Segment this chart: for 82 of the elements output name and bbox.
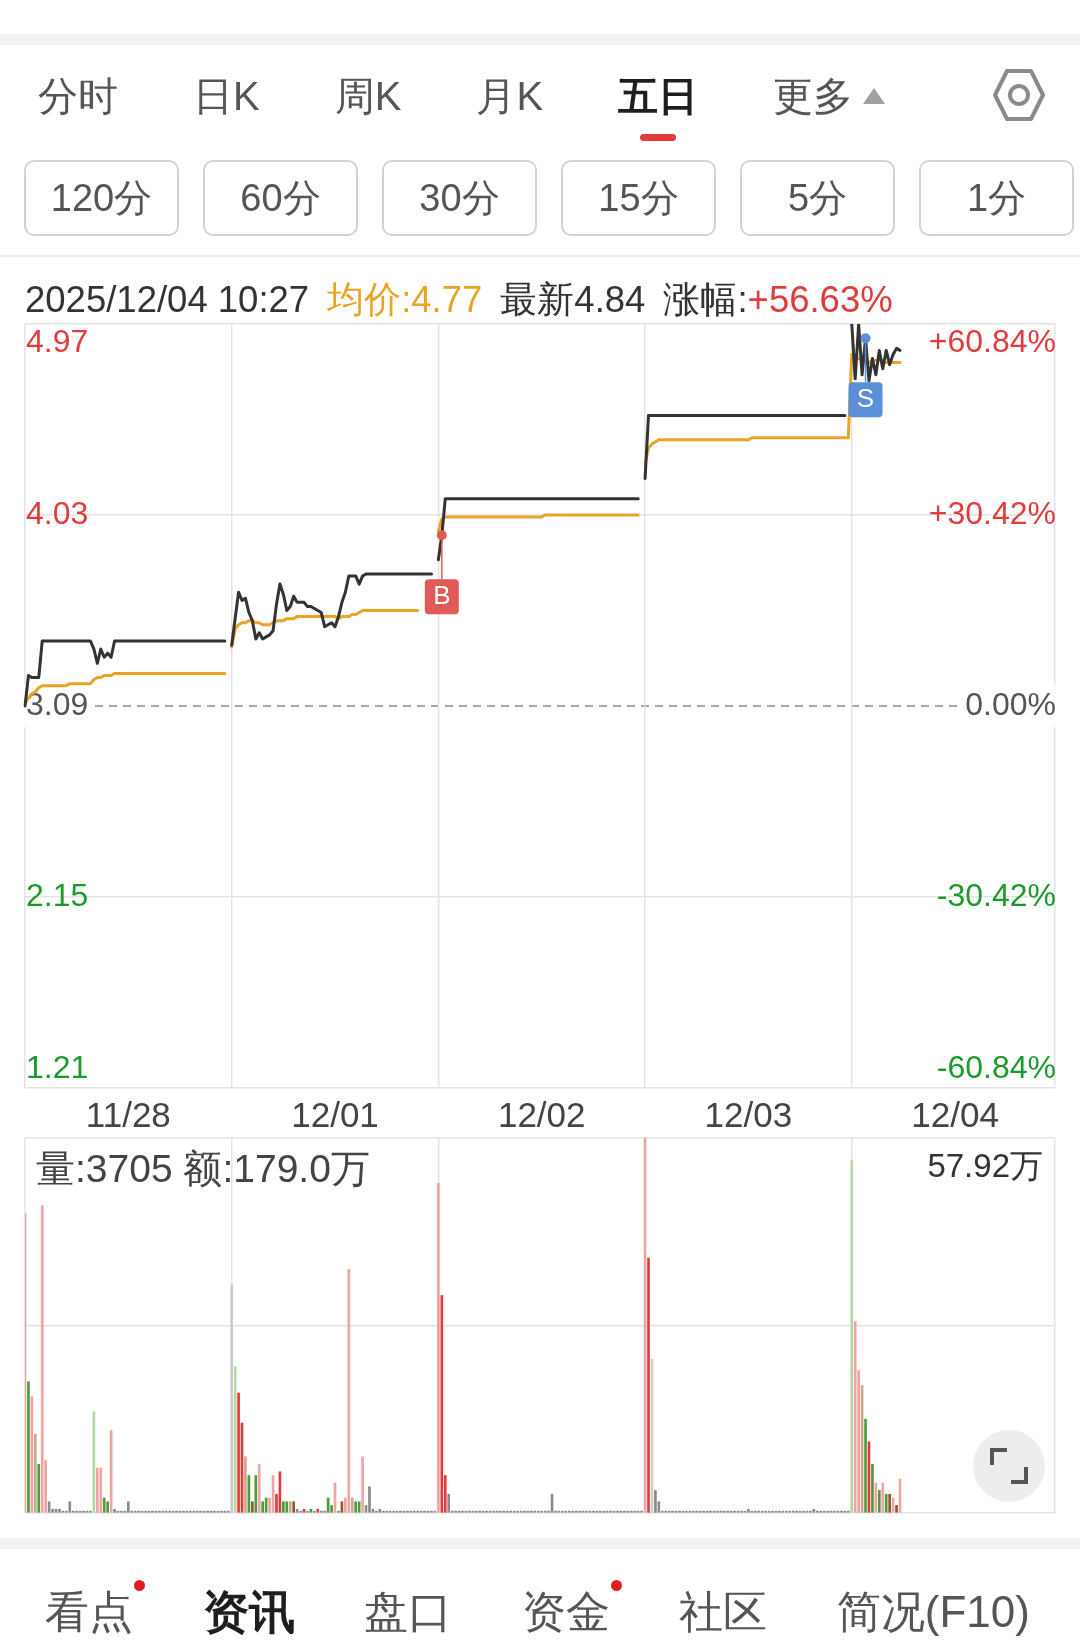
y-tick-label: 3.09: [26, 685, 89, 722]
bar: [230, 1283, 234, 1513]
text: 120分: [50, 176, 153, 220]
bar: [871, 1463, 874, 1513]
text: 五日: [618, 73, 699, 120]
x-tick-label: 12/02: [497, 1094, 586, 1134]
text: 看点: [45, 1587, 133, 1637]
bar: [877, 1490, 881, 1513]
bar: [58, 1508, 61, 1513]
text: +56.63%: [747, 279, 893, 321]
bar: [251, 1501, 254, 1513]
bar: [888, 1493, 891, 1513]
text: 1分: [966, 176, 1027, 220]
text: 60分: [240, 176, 321, 220]
y2-tick-label: -30.42%: [936, 876, 1056, 913]
bar: [244, 1456, 247, 1513]
annotation: 量:3705 额:179.0万: [36, 1147, 370, 1191]
y2-tick-label: -60.84%: [936, 1048, 1056, 1085]
bar: [361, 1456, 364, 1513]
text: 资讯: [202, 1586, 295, 1638]
bar: [102, 1497, 106, 1513]
text: 月K: [476, 73, 544, 120]
y-tick-label: 4.97: [26, 323, 89, 360]
y2-tick-label: +30.42%: [928, 494, 1056, 531]
annotation: S: [856, 383, 875, 414]
bar: [257, 1463, 261, 1513]
text: 15分: [598, 176, 679, 220]
bar: [884, 1493, 888, 1513]
bar: [261, 1501, 265, 1513]
text: 均价:4.77: [327, 279, 483, 321]
text: 5分: [787, 176, 848, 220]
text: 2025/12/04 10:27: [25, 279, 310, 321]
bar: [347, 1268, 351, 1513]
text: 资金: [521, 1587, 610, 1637]
annotation: 57.92万: [927, 1146, 1043, 1186]
bar: [440, 1295, 444, 1513]
annotation: B: [433, 580, 451, 611]
text: 分时: [38, 73, 118, 120]
y2-tick-label: 0.00%: [965, 685, 1056, 722]
bar: [27, 1381, 30, 1513]
x-tick-label: 11/28: [85, 1094, 171, 1134]
bar: [282, 1501, 285, 1513]
bar: [437, 1182, 440, 1513]
bar: [99, 1467, 103, 1513]
bar: [368, 1486, 371, 1513]
bar: [37, 1463, 41, 1513]
bar: [106, 1501, 110, 1513]
text: 30分: [419, 176, 500, 220]
text: 日K: [193, 73, 260, 120]
bar: [647, 1257, 650, 1513]
bar: [850, 1160, 854, 1513]
bar: [447, 1493, 451, 1513]
bar: [113, 1508, 116, 1513]
text: 周K: [334, 73, 402, 120]
y-tick-label: 4.03: [26, 494, 89, 531]
bar: [350, 1497, 354, 1513]
bar: [292, 1501, 296, 1513]
bar: [864, 1418, 867, 1513]
x-tick-label: 12/04: [911, 1094, 999, 1134]
bar: [237, 1392, 240, 1513]
x-tick-label: 12/03: [704, 1094, 793, 1134]
bar: [127, 1501, 130, 1513]
bar: [40, 1205, 44, 1513]
text: 最新4.84: [500, 279, 646, 321]
text: 涨幅:: [663, 279, 748, 321]
text: 社区: [679, 1587, 768, 1637]
y-tick-label: 1.21: [26, 1048, 89, 1085]
bar: [68, 1501, 72, 1513]
y-tick-label: 2.15: [26, 876, 89, 913]
bar: [96, 1467, 99, 1513]
text: 盘口: [364, 1587, 453, 1637]
bar: [881, 1482, 885, 1513]
text: 更多: [773, 73, 854, 120]
bar: [654, 1490, 657, 1513]
bar: [254, 1475, 258, 1513]
bar: [853, 1321, 857, 1513]
x-tick-label: 12/01: [291, 1094, 379, 1134]
bar: [747, 1508, 750, 1513]
y2-tick-label: +60.84%: [928, 323, 1056, 360]
text: 简况(F10): [836, 1587, 1030, 1637]
bar: [34, 1433, 37, 1513]
bar: [895, 1505, 898, 1513]
